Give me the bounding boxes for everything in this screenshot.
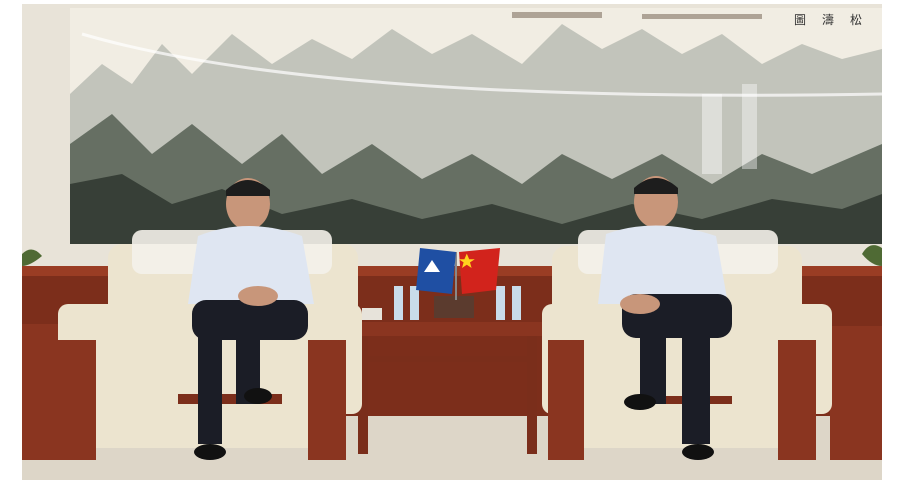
person-left [188, 178, 314, 460]
svg-text:松: 松 [850, 13, 862, 27]
svg-text:圖: 圖 [794, 13, 806, 27]
center-table [352, 322, 542, 454]
side-table-right [830, 326, 882, 460]
flag-stand [416, 248, 500, 300]
china-flag [459, 248, 500, 294]
person-right [598, 176, 732, 460]
plant-left [22, 249, 42, 266]
svg-text:濤: 濤 [822, 13, 834, 27]
plant-right [862, 245, 882, 266]
landscape-painting: 松 濤 圖 [70, 8, 882, 244]
table-items [362, 286, 521, 320]
meeting-room-photo: 松 濤 圖 [22, 4, 882, 480]
side-table-left [22, 324, 58, 460]
painting-inscription: 松 濤 圖 [794, 13, 862, 27]
